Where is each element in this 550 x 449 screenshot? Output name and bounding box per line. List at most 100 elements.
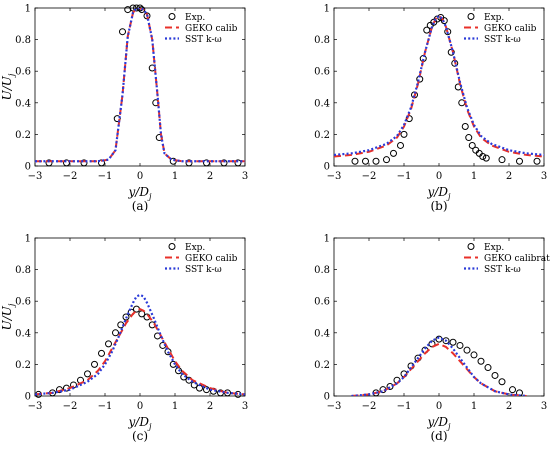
x-tick-label: 2 (207, 171, 213, 182)
exp-data-point (397, 141, 404, 149)
x-tick-label: −1 (397, 171, 412, 182)
legend-label: GEKO calib (185, 254, 238, 264)
exp-data-point (484, 364, 492, 372)
exp-data-point (533, 157, 541, 165)
y-axis-label-subscript: j (7, 73, 16, 78)
x-tick-label: 2 (207, 401, 213, 412)
legend-exp-marker (168, 243, 176, 250)
y-axis-label-main: U/U (0, 75, 14, 100)
legend-exp-marker (168, 13, 176, 20)
legend-label: Exp. (484, 13, 504, 23)
exp-data-point (440, 17, 448, 25)
sst-k-omega-line (35, 8, 245, 163)
x-axis-label-subscript: j (446, 192, 451, 201)
exp-markers (351, 13, 541, 165)
exp-data-point (470, 351, 478, 359)
exp-data-point (80, 159, 88, 167)
y-tick-label: 0.4 (314, 328, 330, 339)
geko-calib-line (35, 308, 245, 396)
exp-data-point (516, 157, 523, 165)
exp-data-point (203, 159, 210, 167)
exp-data-point (491, 371, 499, 379)
x-tick-label: 1 (172, 171, 178, 182)
x-tick-label: 2 (506, 401, 512, 412)
panel-caption: (d) (430, 429, 447, 443)
y-tick-label: 0.6 (314, 297, 330, 308)
legend-label: SST k-ω (484, 265, 521, 275)
exp-data-point (175, 367, 182, 375)
legend-label: SST k-ω (484, 35, 521, 45)
x-tick-label: −3 (327, 171, 342, 182)
x-tick-label: 0 (436, 401, 442, 412)
exp-data-point (372, 157, 380, 165)
y-tick-label: 0.8 (15, 35, 31, 46)
x-tick-label: −1 (397, 401, 412, 412)
x-tick-label: −2 (362, 171, 377, 182)
x-tick-label: 3 (541, 401, 547, 412)
exp-data-point (98, 349, 105, 357)
panel-caption: (c) (132, 429, 148, 443)
y-tick-label: 0.6 (15, 67, 31, 78)
exp-data-point (122, 313, 130, 321)
exp-data-point (136, 4, 144, 12)
geko-calib-line (334, 14, 544, 158)
legend-label: GEKO calib (484, 24, 537, 34)
x-tick-label: 0 (137, 171, 143, 182)
y-tick-label: 0.2 (15, 360, 31, 371)
legend-label: GEKO calib (185, 24, 238, 34)
exp-data-point (449, 338, 457, 346)
x-axis-label-subscript: j (446, 422, 451, 431)
x-axis-label-subscript: j (147, 192, 152, 201)
exp-data-point (509, 386, 516, 394)
exp-data-point (234, 159, 242, 167)
exp-data-point (463, 346, 471, 354)
y-tick-label: 0.6 (15, 297, 31, 308)
exp-data-point (468, 141, 476, 149)
legend-label: SST k-ω (185, 35, 222, 45)
exp-data-point (442, 337, 450, 345)
x-tick-label: −1 (98, 401, 113, 412)
legend-exp-marker (467, 243, 475, 250)
x-tick-label: 3 (541, 171, 547, 182)
exp-markers (35, 305, 242, 398)
x-tick-label: −1 (98, 171, 113, 182)
y-tick-label: 0.4 (15, 98, 31, 109)
x-axis-label: y/Dj (128, 185, 152, 201)
exp-data-point (479, 153, 487, 161)
y-tick-label: 0.8 (314, 35, 330, 46)
y-tick-label: 0.4 (15, 328, 31, 339)
exp-data-point (203, 386, 210, 394)
x-tick-label: −3 (28, 171, 43, 182)
exp-data-point (105, 340, 112, 348)
sst-k-omega-line (35, 293, 245, 396)
panel-b: −3 −2 −1 0 1 2 3 0 0.2 0.4 0.6 0.8 1 y/Dj Exp.GEKO cal… (314, 4, 547, 214)
y-axis-label-main: U/U (0, 305, 14, 330)
exp-data-point (138, 6, 146, 14)
y-tick-label: 0.2 (314, 130, 330, 141)
exp-data-point (91, 360, 98, 368)
y-axis-label: U/Uj (0, 303, 16, 330)
x-axis-label-main: y/D (427, 415, 449, 429)
exp-data-point (45, 159, 53, 167)
x-tick-label: 1 (471, 171, 477, 182)
exp-data-point (454, 83, 462, 91)
exp-data-point (390, 149, 397, 157)
exp-data-point (423, 26, 431, 34)
exp-data-point (113, 115, 121, 123)
y-tick-label: 0 (324, 392, 330, 403)
x-tick-label: −2 (63, 401, 78, 412)
y-tick-label: 1 (25, 4, 31, 15)
legend-label: Exp. (484, 243, 504, 253)
y-tick-label: 0.8 (314, 265, 330, 276)
exp-data-point (482, 154, 490, 162)
x-tick-label: 0 (436, 171, 442, 182)
y-tick-label: 0.2 (314, 360, 330, 371)
panel-caption: (a) (132, 199, 149, 213)
exp-data-point (456, 341, 464, 349)
exp-data-point (383, 156, 390, 164)
exp-data-point (362, 157, 369, 165)
